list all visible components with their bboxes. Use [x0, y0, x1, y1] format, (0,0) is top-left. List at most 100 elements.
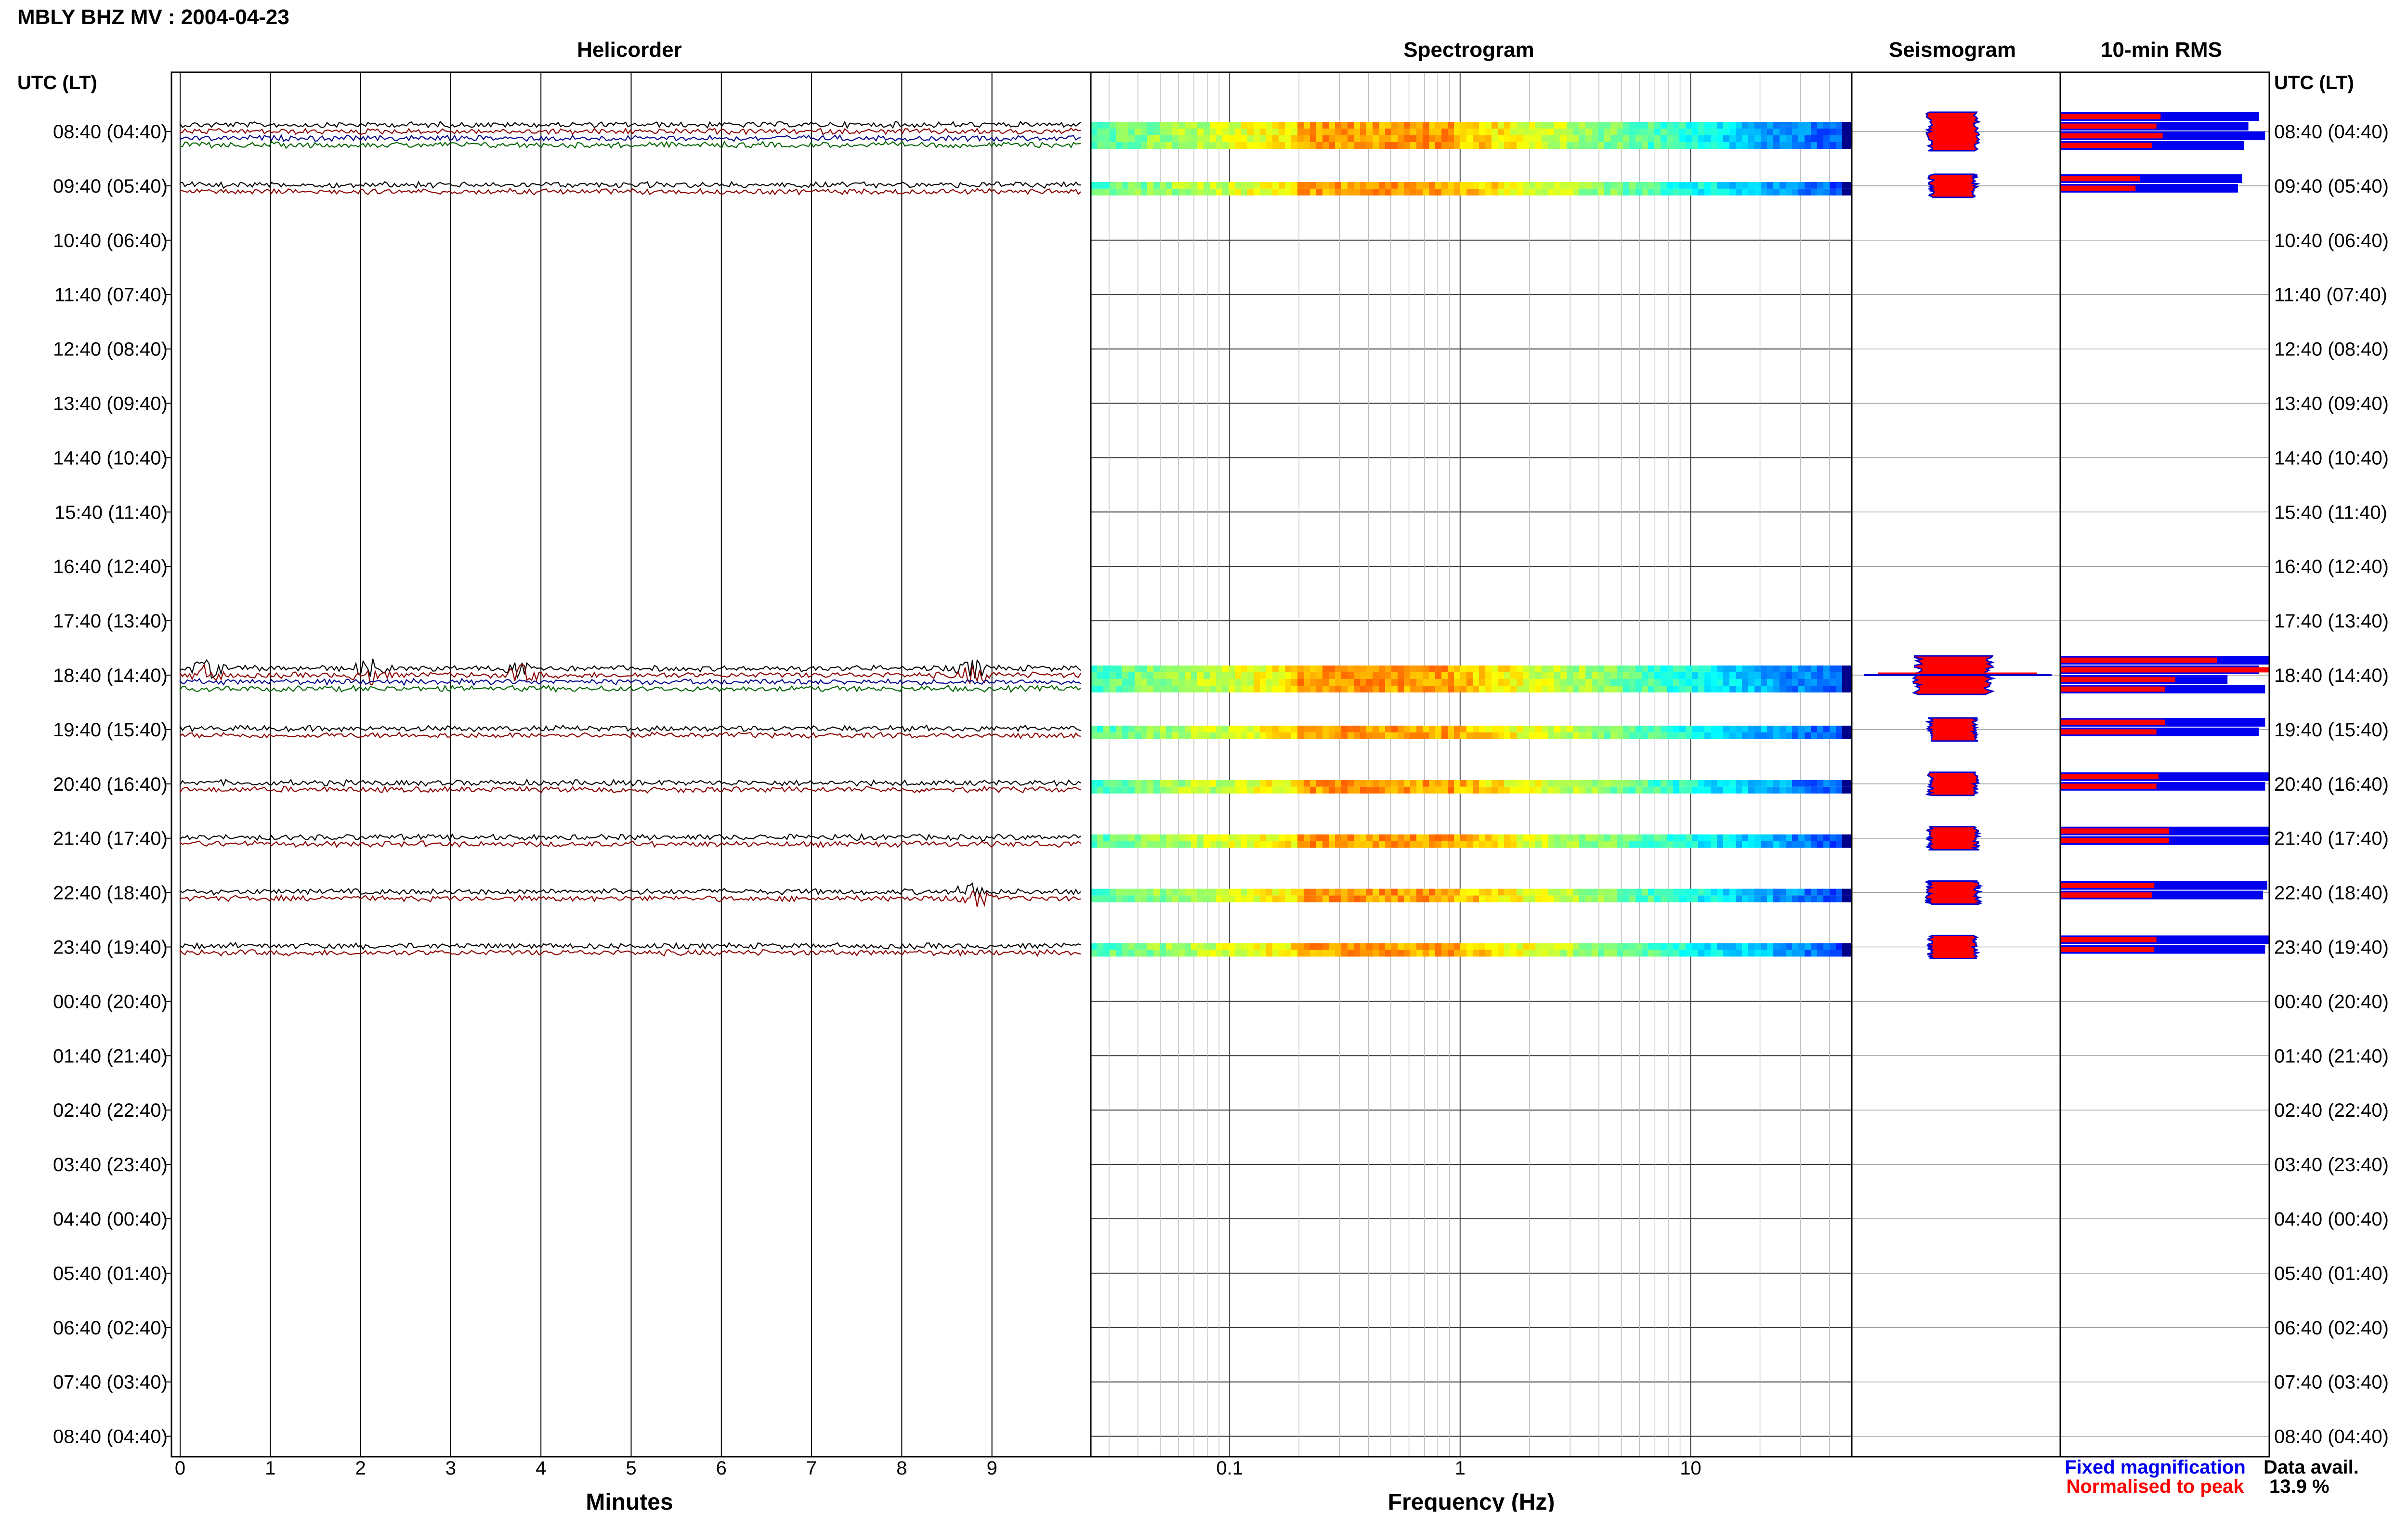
spectrogram-cell: [1817, 129, 1824, 135]
spectrogram-cell: [1197, 135, 1204, 142]
spectrogram-cell: [1091, 679, 1098, 686]
spectrogram-cell: [1410, 666, 1417, 672]
spectrogram-cell: [1097, 834, 1104, 841]
spectrogram-cell: [1761, 780, 1767, 787]
spectrogram-cell: [1135, 666, 1141, 672]
spectrogram-cell: [1473, 841, 1479, 848]
spectrogram-cell: [1454, 188, 1461, 196]
spectrogram-cell: [1322, 666, 1329, 672]
time-label-right: 18:40 (14:40): [2274, 665, 2389, 686]
spectrogram-cell: [1742, 786, 1749, 794]
time-label-left: 23:40 (19:40): [53, 937, 168, 958]
spectrogram-cell: [1754, 841, 1761, 848]
spectrogram-cell: [1529, 732, 1536, 739]
time-label-left: 17:40 (13:40): [53, 611, 168, 632]
spectrogram-cell: [1222, 666, 1229, 672]
spectrogram-cell: [1836, 895, 1843, 902]
spectrogram-cell: [1761, 666, 1767, 672]
spectrogram-cell: [1817, 672, 1824, 679]
time-label-left: 00:40 (20:40): [53, 991, 168, 1012]
spectrogram-cell: [1235, 841, 1242, 848]
spectrogram-cell: [1542, 122, 1548, 129]
spectrogram-cell: [1648, 672, 1655, 679]
spectrogram-cell: [1272, 780, 1279, 787]
spectrogram-cell: [1316, 129, 1323, 135]
spectrogram-cell: [1798, 786, 1805, 794]
spectrogram-cell: [1260, 679, 1267, 686]
spectrogram-cell: [1310, 732, 1317, 739]
spectrogram-cell: [1166, 672, 1173, 679]
spectrogram-cell: [1761, 943, 1767, 950]
spectrogram-cell: [1761, 786, 1767, 794]
spectrogram-cell: [1391, 834, 1398, 841]
spectrogram-cell: [1128, 672, 1135, 679]
spectrogram-cell: [1204, 895, 1210, 902]
spectrogram-cell: [1122, 666, 1129, 672]
spectrogram-cell: [1729, 672, 1736, 679]
spectrogram-cell: [1116, 188, 1123, 196]
spectrogram-cell: [1610, 666, 1617, 672]
spectrogram-cell: [1128, 129, 1135, 135]
spectrogram-cell: [1304, 725, 1310, 732]
spectrogram-cell: [1266, 135, 1273, 142]
spectrogram-cell: [1147, 686, 1154, 692]
seismogram-blob: [1926, 935, 1981, 959]
spectrogram-cell: [1379, 950, 1386, 957]
spectrogram-cell: [1761, 834, 1767, 841]
spectrogram-cell: [1178, 686, 1185, 692]
spectrogram-cell: [1229, 142, 1235, 149]
spectrogram-cell: [1692, 122, 1699, 129]
spectrogram-cell: [1404, 725, 1411, 732]
spectrogram-cell: [1360, 188, 1367, 196]
spectrogram-cell: [1335, 679, 1342, 686]
spectrogram-cell: [1429, 950, 1436, 957]
spectrogram-cell: [1485, 129, 1492, 135]
spectrogram-cell: [1128, 786, 1135, 794]
spectrogram-cell: [1767, 834, 1774, 841]
spectrogram-cell: [1535, 129, 1542, 135]
spectrogram-cell: [1711, 725, 1717, 732]
spectrogram-cell: [1704, 142, 1711, 149]
spectrogram-cell: [1416, 950, 1423, 957]
spectrogram-cell: [1454, 135, 1461, 142]
spectrogram-cell: [1241, 679, 1248, 686]
spectrogram-cell: [1285, 679, 1292, 686]
spectrogram-cell: [1560, 888, 1567, 896]
spectrogram-cell: [1423, 188, 1429, 196]
spectrogram-cell: [1554, 841, 1561, 848]
spectrogram-cell: [1291, 672, 1298, 679]
spectrogram-cell: [1166, 129, 1173, 135]
spectrogram-cell: [1492, 672, 1498, 679]
spectrogram-cell: [1604, 129, 1611, 135]
spectrogram-cell: [1297, 679, 1304, 686]
spectrogram-cell: [1617, 732, 1623, 739]
spectrogram-cell: [1554, 725, 1561, 732]
spectrogram-cell: [1836, 188, 1843, 196]
spectrogram-cell: [1748, 135, 1755, 142]
spectrogram-cell: [1235, 834, 1242, 841]
panel-title-seismogram: Seismogram: [1889, 38, 2016, 62]
spectrogram-cell: [1523, 679, 1530, 686]
spectrogram-cell: [1279, 135, 1285, 142]
spectrogram-cell: [1341, 666, 1348, 672]
spectrogram-cell: [1648, 943, 1655, 950]
spectrogram-cell: [1592, 786, 1598, 794]
spectrogram-cell: [1692, 188, 1699, 196]
spectrogram-cell: [1329, 841, 1335, 848]
spectrogram-cell: [1448, 182, 1454, 189]
spectrogram-cell: [1153, 786, 1160, 794]
time-label-left: 13:40 (09:40): [53, 393, 168, 415]
spectrogram-cell: [1385, 786, 1392, 794]
spectrogram-cell: [1629, 142, 1636, 149]
spectrogram-cell: [1466, 895, 1473, 902]
spectrogram-cell: [1366, 888, 1373, 896]
spectrogram-cell: [1103, 834, 1110, 841]
spectrogram-cell: [1354, 188, 1361, 196]
spectrogram-cell: [1498, 182, 1505, 189]
spectrogram-cell: [1754, 142, 1761, 149]
spectrogram-cell: [1197, 672, 1204, 679]
spectrogram-cell: [1811, 725, 1818, 732]
spectrogram-cell: [1316, 841, 1323, 848]
spectrogram-cell: [1335, 950, 1342, 957]
spectrogram-cell: [1166, 142, 1173, 149]
